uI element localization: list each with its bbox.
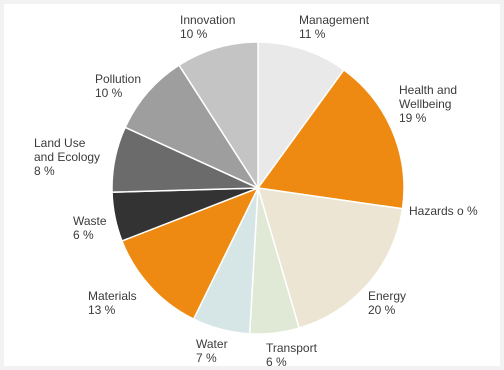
pie-slice-innovation <box>178 41 259 191</box>
pie-chart <box>111 41 405 335</box>
label-water: Water 7 % <box>196 337 228 365</box>
label-management: Management 11 % <box>299 13 369 41</box>
pie-slice-materials <box>120 186 260 321</box>
label-hazards: Hazards o % <box>409 204 478 218</box>
label-pollution-pct: 10 % <box>95 86 123 100</box>
label-management-pct: 11 % <box>299 27 326 41</box>
label-health: Health and Wellbeing 19 % <box>399 83 457 125</box>
label-landuse-pct: 8 % <box>34 164 55 178</box>
label-waste: Waste 6 % <box>73 214 107 242</box>
label-water-pct: 7 % <box>196 351 217 365</box>
label-materials-pct: 13 % <box>88 303 116 317</box>
label-innovation-pct: 10 % <box>180 27 208 41</box>
label-innovation: Innovation 10 % <box>180 13 235 41</box>
label-materials-name: Materials <box>88 289 137 303</box>
label-management-name: Management <box>299 13 370 27</box>
label-health-pct: 19 % <box>399 111 427 125</box>
label-health-name-1: Health and <box>399 83 458 97</box>
label-waste-name: Waste <box>73 214 107 228</box>
label-pollution: Pollution 10 % <box>95 72 141 100</box>
label-water-name: Water <box>196 337 228 351</box>
label-health-name-2: Wellbeing <box>399 97 452 111</box>
pie-slice-pollution <box>124 64 261 190</box>
label-transport-name: Transport <box>266 341 317 355</box>
label-landuse: Land Use and Ecology 8 % <box>34 136 100 178</box>
label-energy-pct: 20 % <box>368 303 396 317</box>
label-materials: Materials 13 % <box>88 289 137 317</box>
label-transport: Transport 6 % <box>266 341 317 369</box>
label-hazards-name: Hazards o % <box>409 204 478 218</box>
label-landuse-name-1: Land Use <box>34 136 86 150</box>
label-landuse-name-2: and Ecology <box>34 150 101 164</box>
label-energy-name: Energy <box>368 289 407 303</box>
label-innovation-name: Innovation <box>180 13 236 27</box>
pie-slice-management <box>257 41 345 191</box>
label-transport-pct: 6 % <box>266 355 287 369</box>
pie-slice-energy <box>256 187 404 330</box>
label-waste-pct: 6 % <box>73 228 94 242</box>
chart-panel: Management 11 % Health and Wellbeing 19 … <box>4 4 500 369</box>
pie-slice-health-and-wellbeing <box>256 68 405 210</box>
label-pollution-name: Pollution <box>95 72 142 86</box>
label-energy: Energy 20 % <box>368 289 406 317</box>
